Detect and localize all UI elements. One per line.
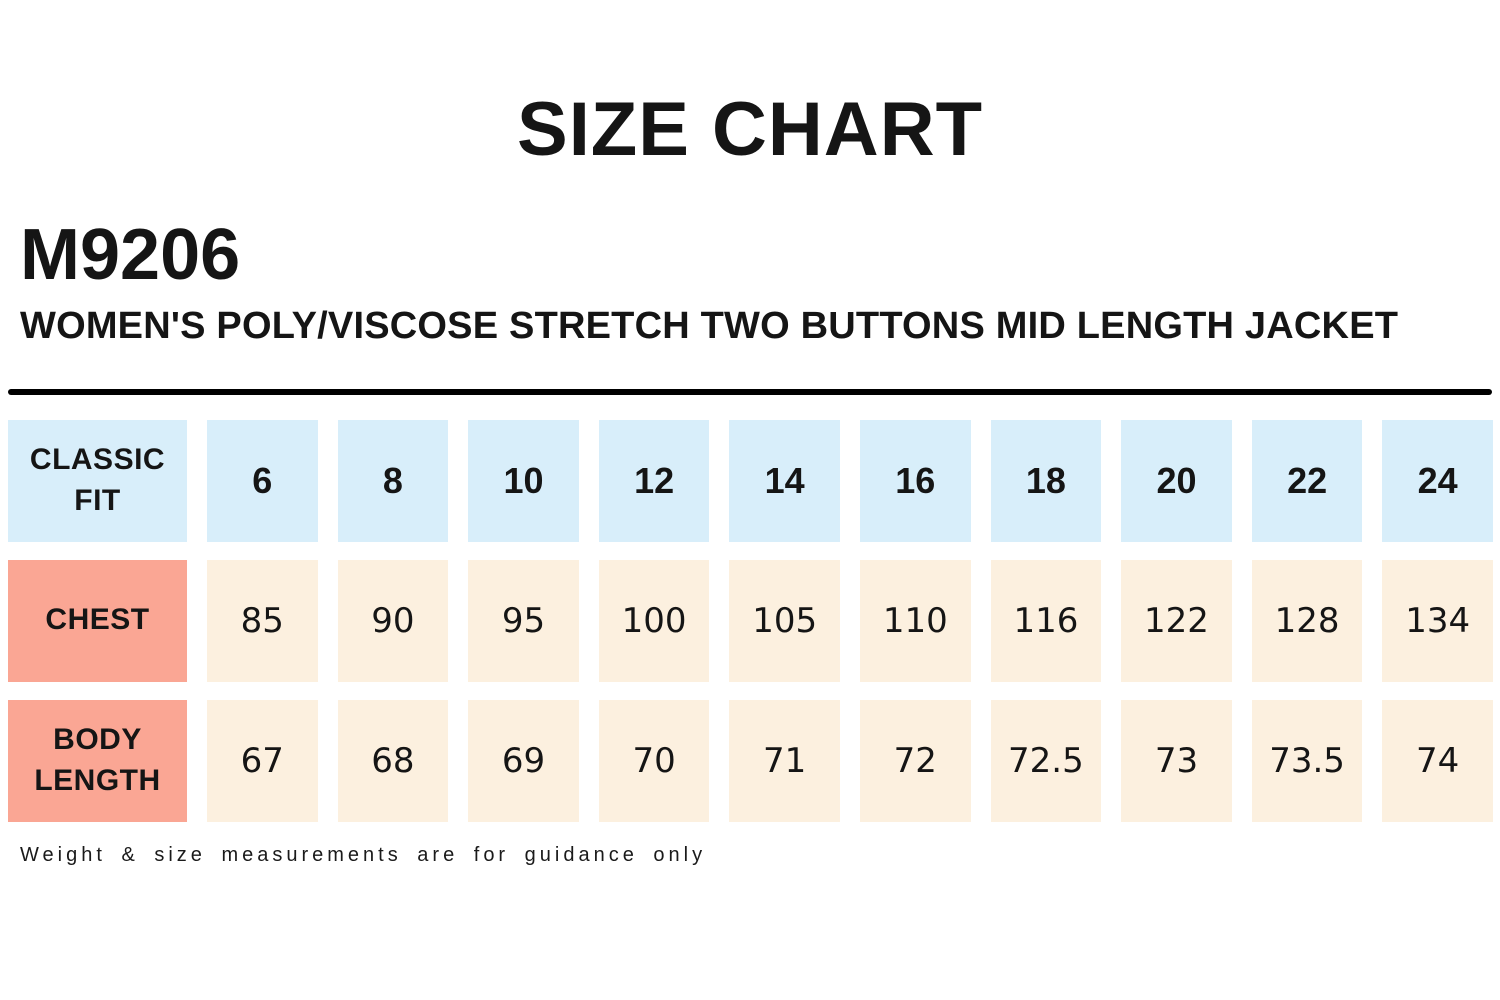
row-label-cell-chest: CHEST [8, 559, 187, 682]
body-length-value-cell: 72 [859, 699, 971, 822]
body-length-value-cell: 74 [1382, 699, 1493, 822]
size-header-cell: 24 [1382, 419, 1493, 542]
row-label-cell-body-length: BODY LENGTH [8, 699, 187, 822]
footnote: Weight & size measurements are for guida… [20, 843, 707, 866]
size-header-cell: 10 [468, 419, 579, 542]
size-header-cell: 16 [859, 419, 971, 542]
size-header-cell: 20 [1121, 419, 1232, 542]
chest-value-cell: 95 [468, 559, 579, 682]
body-length-value-cell: 73 [1121, 699, 1232, 822]
chest-value-cell: 110 [859, 559, 971, 682]
chest-value-cell: 116 [990, 559, 1102, 682]
chest-value-cell: 105 [729, 559, 840, 682]
chest-value-cell: 128 [1251, 559, 1363, 682]
body-length-value-cell: 68 [337, 699, 449, 822]
fit-label-cell: CLASSIC FIT [8, 419, 187, 542]
chest-value-cell: 134 [1382, 559, 1493, 682]
chest-value-cell: 90 [337, 559, 449, 682]
body-length-value-cell: 67 [207, 699, 318, 822]
size-header-cell: 18 [990, 419, 1102, 542]
size-header-cell: 14 [729, 419, 840, 542]
body-length-value-cell: 72.5 [990, 699, 1102, 822]
size-header-cell: 22 [1251, 419, 1363, 542]
size-header-cell: 6 [207, 419, 318, 542]
body-length-value-cell: 73.5 [1251, 699, 1363, 822]
product-code: M9206 [20, 214, 241, 295]
body-length-value-cell: 69 [468, 699, 579, 822]
body-length-value-cell: 71 [729, 699, 840, 822]
chest-value-cell: 122 [1121, 559, 1232, 682]
size-header-cell: 12 [598, 419, 710, 542]
chest-value-cell: 100 [598, 559, 710, 682]
size-chart-table: CLASSIC FIT 6 8 10 12 14 16 18 20 22 24 … [8, 419, 1493, 822]
chest-value-cell: 85 [207, 559, 318, 682]
product-name: WOMEN'S POLY/VISCOSE STRETCH TWO BUTTONS… [20, 304, 1399, 347]
size-header-cell: 8 [337, 419, 449, 542]
divider-line [8, 388, 1492, 395]
page-title: SIZE CHART [517, 87, 983, 172]
body-length-value-cell: 70 [598, 699, 710, 822]
